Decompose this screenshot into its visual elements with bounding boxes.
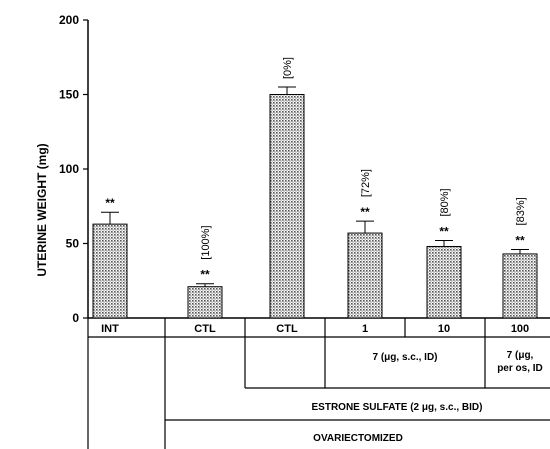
percent-label: [80%] (439, 188, 451, 216)
y-tick-label: 0 (72, 311, 79, 325)
bar (269, 94, 305, 319)
bar (92, 223, 128, 319)
bar (347, 232, 383, 319)
category-label: CTL (276, 323, 298, 335)
axes (87, 20, 550, 319)
bar (426, 245, 462, 319)
category-label: CTL (194, 323, 216, 335)
significance-label: ** (105, 196, 115, 210)
group-label: per os, ID (497, 363, 543, 374)
bar (502, 253, 538, 319)
y-tick-label: 200 (59, 13, 79, 27)
group-label: ESTRONE SULFATE (2 μg, s.c., BID) (312, 402, 483, 413)
category-label: 10 (438, 323, 450, 335)
significance-label: ** (360, 205, 370, 219)
y-axis-label: UTERINE WEIGHT (mg) (35, 143, 49, 276)
y-tick-label: 50 (66, 237, 80, 251)
y-tick-label: 100 (59, 162, 79, 176)
significance-label: ** (200, 268, 210, 282)
category-label: INT (101, 323, 119, 335)
percent-label: [83%] (515, 197, 527, 225)
category-label: 100 (511, 323, 529, 335)
category-table: INT CTL CTL 1 10 100 7 (μg, s.c., ID) 7 (μg, per… (87, 318, 550, 449)
percent-label: [0%] (282, 57, 294, 79)
group-label: 7 (μg, s.c., ID) (372, 352, 437, 363)
percent-label: [100%] (200, 225, 212, 259)
category-label: 1 (362, 323, 368, 335)
y-ticks: 0 50 100 150 200 (59, 13, 88, 325)
bar (187, 286, 223, 319)
group-label: OVARIECTOMIZED (313, 433, 403, 444)
significance-label: ** (439, 225, 449, 239)
y-tick-label: 150 (59, 88, 79, 102)
significance-label: ** (515, 233, 525, 247)
bars: ** ** [100%] [0%] ** [72%] ** [80%] ** [83%] (92, 57, 538, 319)
group-label: 7 (μg, (507, 350, 534, 361)
percent-label: [72%] (360, 169, 372, 197)
